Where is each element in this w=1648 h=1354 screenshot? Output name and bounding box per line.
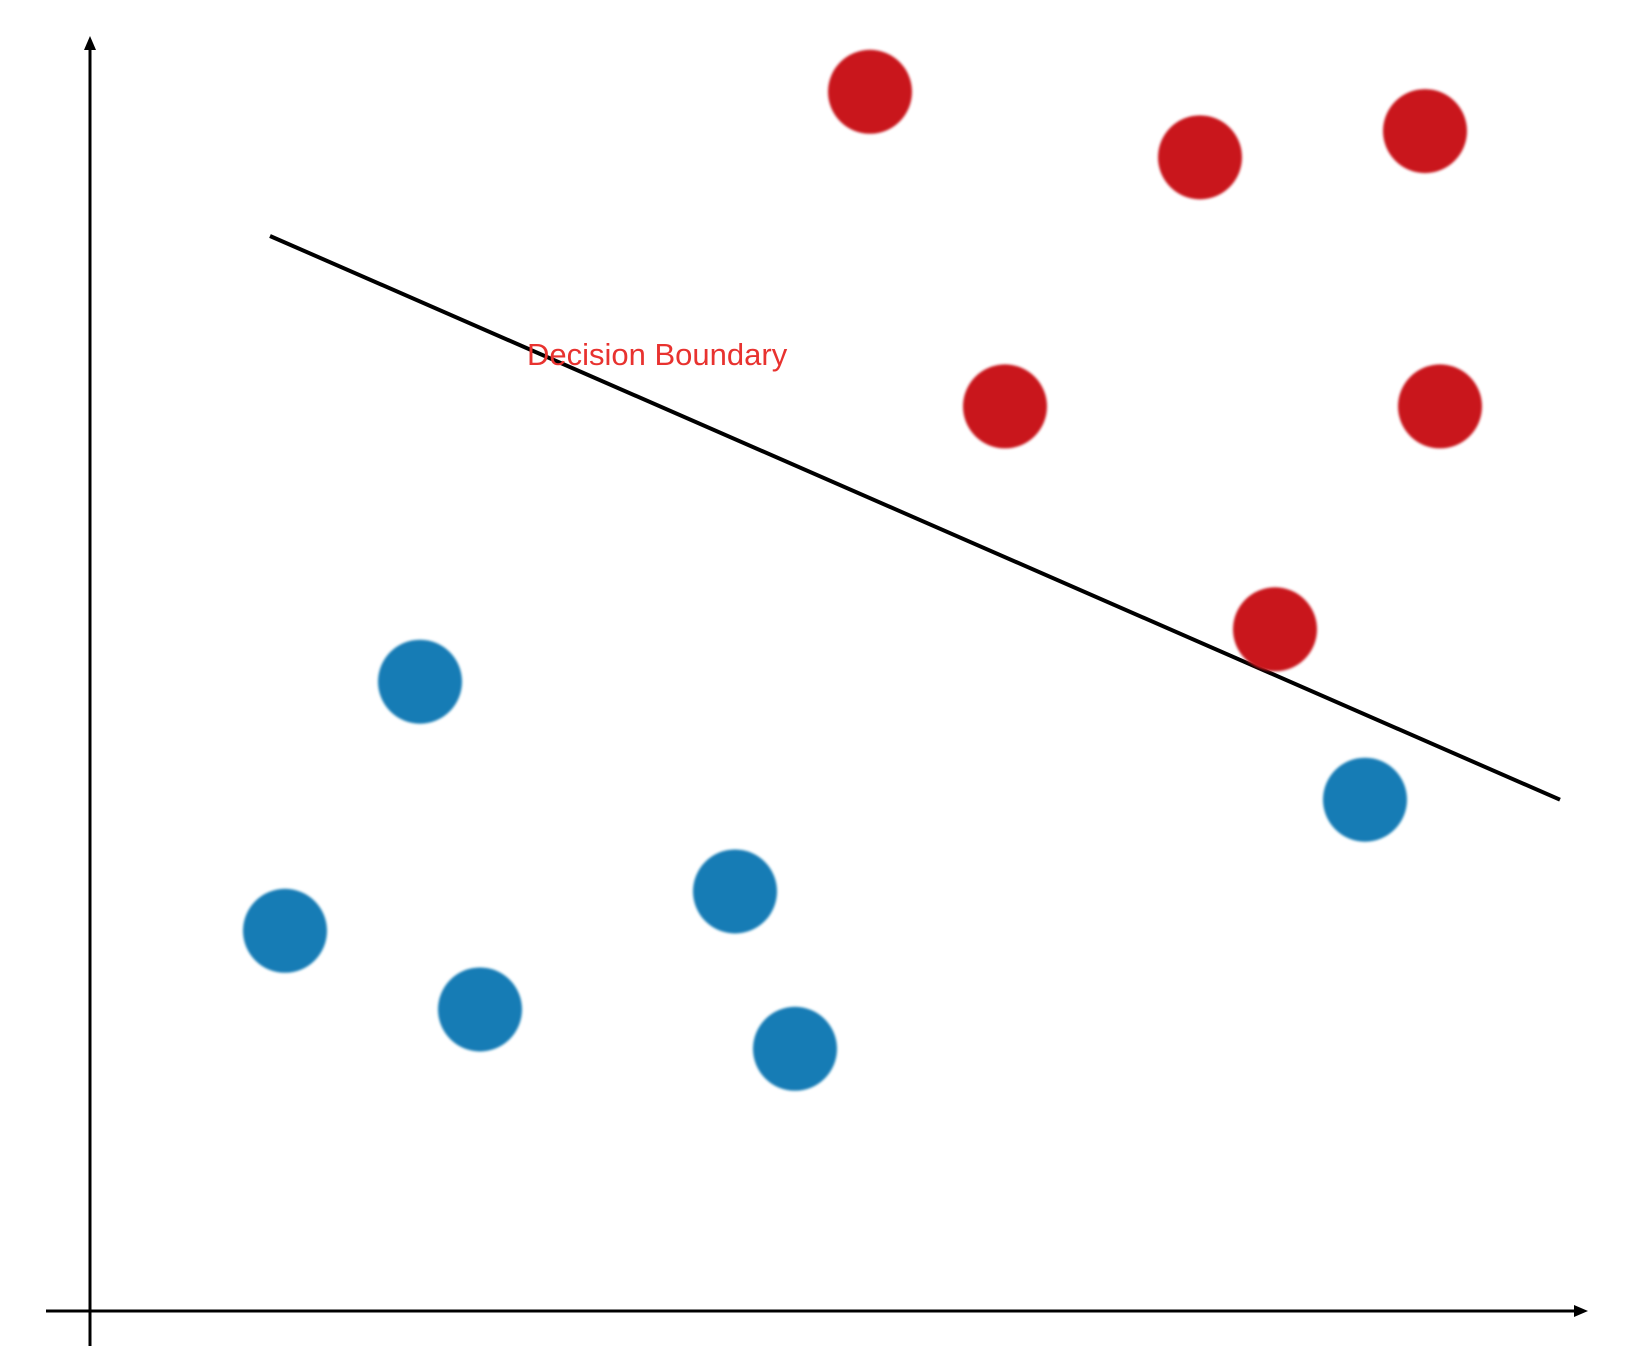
decision-boundary-group: [269, 234, 1561, 802]
blue-point-3: [438, 967, 522, 1052]
red-point-6: [1233, 587, 1317, 672]
red-point-1: [828, 49, 912, 134]
red-point-3: [1383, 89, 1467, 174]
red-point-2: [1158, 115, 1242, 200]
series-red: [828, 49, 1482, 672]
blue-point-2: [243, 888, 327, 973]
blue-point-4: [693, 849, 777, 934]
x-axis-arrowhead: [1574, 1305, 1588, 1317]
y-axis-arrowhead: [84, 36, 96, 50]
axes: [46, 36, 1588, 1346]
decision-boundary-line: [269, 234, 1561, 802]
blue-point-6: [1323, 757, 1407, 842]
series-blue: [243, 639, 1407, 1091]
data-points-group: [243, 49, 1482, 1091]
decision-boundary-label: Decision Boundary: [527, 337, 788, 372]
red-point-4: [963, 364, 1047, 449]
red-point-5: [1398, 364, 1482, 449]
blue-point-1: [378, 639, 462, 724]
blue-point-5: [753, 1006, 837, 1091]
